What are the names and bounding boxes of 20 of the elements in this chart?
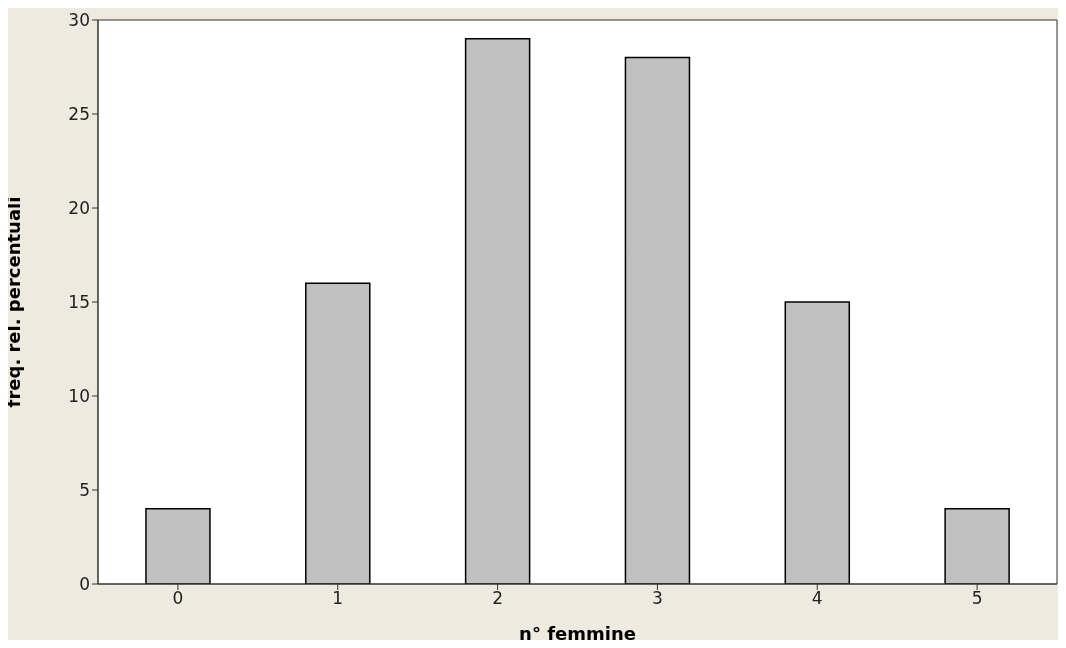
y-tick-label: 20 <box>68 198 90 219</box>
x-axis-title: n° femmine <box>519 623 636 644</box>
x-tick-label: 1 <box>332 588 344 609</box>
y-tick-label: 0 <box>79 574 90 595</box>
x-tick-label: 5 <box>971 588 983 609</box>
bar <box>624 56 691 584</box>
bar <box>464 38 531 584</box>
y-tick-label: 25 <box>68 104 90 125</box>
bar <box>145 508 211 584</box>
x-tick-label: 0 <box>172 588 184 609</box>
bar <box>944 508 1010 584</box>
bar <box>784 301 851 584</box>
y-tick-label: 15 <box>68 292 90 313</box>
x-tick-label: 2 <box>492 588 503 609</box>
x-tick-label: 3 <box>652 588 663 609</box>
y-tick-label: 10 <box>68 386 90 407</box>
x-tick-label: 4 <box>811 588 823 609</box>
y-tick-label: 30 <box>68 10 90 31</box>
bar <box>305 282 371 584</box>
y-tick-label: 5 <box>79 480 90 501</box>
